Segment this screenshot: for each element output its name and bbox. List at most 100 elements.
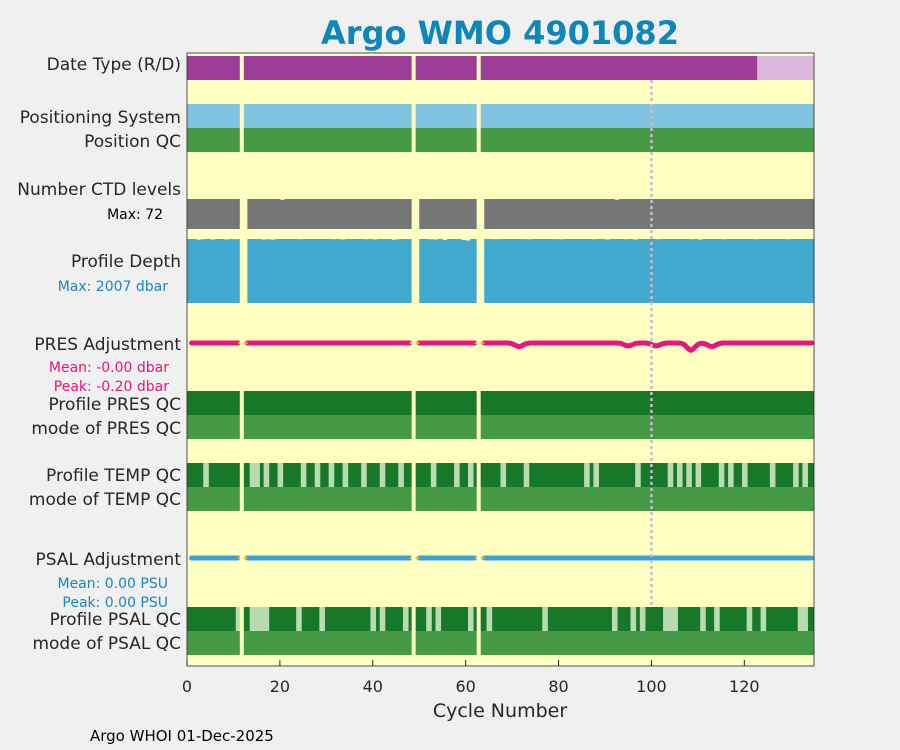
profile-depth-bar bbox=[284, 239, 290, 303]
ctd-level-bar bbox=[702, 199, 708, 229]
psal-peak-label: Peak: 0.00 PSU bbox=[62, 595, 168, 611]
temp-qc-flag-cell bbox=[593, 463, 599, 487]
ctd-level-bar bbox=[623, 199, 629, 229]
profile-depth-bar bbox=[279, 239, 285, 303]
footer-text: Argo WHOI 01-Dec-2025 bbox=[90, 727, 274, 745]
row-label-positioning-system: Positioning System bbox=[20, 108, 181, 128]
ctd-level-bar bbox=[270, 199, 276, 229]
profile-depth-bar bbox=[572, 239, 578, 303]
profile-depth-bar bbox=[553, 239, 559, 303]
cycle-gap-stripe bbox=[411, 56, 416, 655]
psal-qc-flag-cell bbox=[714, 607, 720, 631]
profile-depth-bar bbox=[307, 239, 313, 303]
ctd-level-bar bbox=[646, 199, 652, 229]
profile-depth-bar bbox=[530, 239, 536, 303]
ctd-level-bar bbox=[247, 199, 253, 229]
cycle-gap-stripe bbox=[239, 56, 244, 655]
psal-qc-flag-cell bbox=[370, 607, 377, 631]
ctd-level-bar bbox=[303, 199, 309, 229]
ctd-level-bar bbox=[595, 199, 601, 229]
profile-depth-bar bbox=[447, 239, 453, 303]
date-type-segment bbox=[187, 56, 758, 80]
profile-depth-bar bbox=[586, 239, 592, 303]
profile-depth-bar bbox=[670, 239, 676, 303]
profile-depth-bar bbox=[210, 239, 216, 303]
ctd-level-bar bbox=[618, 199, 624, 229]
profile-depth-bar bbox=[187, 239, 193, 303]
ctd-level-bar bbox=[748, 199, 755, 229]
ctd-level-bar bbox=[419, 199, 425, 229]
ctd-level-bar bbox=[790, 199, 796, 229]
ctd-level-bar bbox=[786, 199, 792, 229]
ctd-level-bar bbox=[358, 199, 364, 229]
temp-qc-flag-cell bbox=[328, 463, 335, 487]
temp-qc-flag-cell bbox=[667, 463, 674, 487]
temp-qc-flag-cell bbox=[203, 463, 209, 487]
profile-depth-bar bbox=[372, 239, 378, 303]
cycle-gap-stripe bbox=[476, 56, 481, 655]
ctd-level-bar bbox=[660, 199, 666, 229]
ctd-level-bar bbox=[275, 199, 281, 229]
profile-depth-bar bbox=[674, 239, 680, 303]
x-tick-label: 100 bbox=[636, 677, 667, 696]
row-label-psal-adjustment: PSAL Adjustment bbox=[36, 550, 182, 570]
profile-depth-bar bbox=[748, 239, 755, 303]
ctd-level-bar bbox=[697, 199, 703, 229]
profile-psal-qc-band bbox=[187, 607, 814, 631]
profile-depth-bar bbox=[303, 239, 309, 303]
ctd-level-bar bbox=[567, 199, 573, 229]
ctd-level-bar bbox=[549, 199, 555, 229]
profile-depth-bar bbox=[330, 239, 337, 303]
ctd-level-bar bbox=[707, 199, 713, 229]
ctd-level-bar bbox=[456, 199, 462, 229]
profile-depth-bar bbox=[200, 239, 206, 303]
ctd-max-label: Max: 72 bbox=[107, 207, 163, 223]
psal-qc-flag-cell bbox=[542, 607, 548, 631]
profile-depth-bar bbox=[340, 239, 346, 303]
ctd-level-bar bbox=[307, 199, 313, 229]
profile-depth-bar bbox=[391, 239, 397, 303]
profile-depth-bar bbox=[693, 239, 699, 303]
ctd-level-bar bbox=[526, 199, 532, 229]
plot-frame bbox=[186, 52, 815, 667]
temp-qc-flag-cell bbox=[467, 463, 474, 487]
temp-qc-flag-cell bbox=[249, 463, 256, 487]
psal-qc-flag-cell bbox=[630, 607, 637, 631]
profile-depth-bar bbox=[711, 239, 717, 303]
profile-depth-bar bbox=[423, 239, 429, 303]
temp-qc-flag-cell bbox=[769, 463, 776, 487]
date-type-segment bbox=[757, 56, 814, 80]
profile-depth-bar bbox=[790, 239, 796, 303]
ctd-level-bar bbox=[349, 199, 355, 229]
x-tick-label: 0 bbox=[182, 677, 192, 696]
ctd-level-bar bbox=[721, 199, 727, 229]
profile-depth-bar bbox=[623, 239, 629, 303]
ctd-level-bar bbox=[744, 199, 750, 229]
x-tick-label: 120 bbox=[729, 677, 760, 696]
temp-qc-flag-cell bbox=[718, 463, 725, 487]
psal-qc-flag-cell bbox=[263, 607, 270, 631]
profile-depth-bar bbox=[289, 239, 295, 303]
ctd-level-bar bbox=[465, 199, 471, 229]
ctd-level-bar bbox=[544, 199, 550, 229]
profile-depth-bar bbox=[809, 239, 815, 303]
profile-depth-bar bbox=[205, 239, 211, 303]
temp-qc-flag-cell bbox=[728, 463, 734, 487]
temp-qc-flag-cell bbox=[361, 463, 367, 487]
ctd-level-bar bbox=[762, 199, 768, 229]
ctd-level-bar bbox=[377, 199, 383, 229]
ctd-level-bar bbox=[688, 199, 694, 229]
ctd-level-bar bbox=[711, 199, 717, 229]
profile-depth-bar bbox=[349, 239, 355, 303]
row-label-mode-pres-qc: mode of PRES QC bbox=[31, 419, 181, 439]
profile-depth-bar bbox=[795, 239, 801, 303]
psal-qc-flag-cell bbox=[639, 607, 646, 631]
profile-depth-bar bbox=[335, 239, 341, 303]
ctd-level-bar bbox=[516, 199, 522, 229]
psal-qc-flag-cell bbox=[402, 607, 409, 631]
profile-depth-bar bbox=[679, 239, 685, 303]
row-label-mode-psal-qc: mode of PSAL QC bbox=[32, 634, 181, 654]
x-tick-label: 20 bbox=[270, 677, 290, 696]
ctd-level-bar bbox=[753, 199, 759, 229]
